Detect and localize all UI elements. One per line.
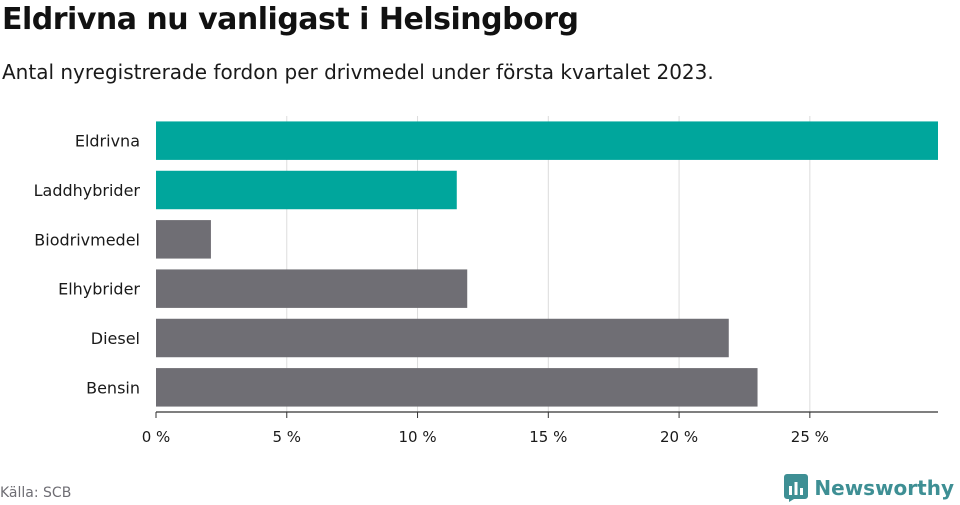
bars <box>156 121 938 407</box>
category-label: Elhybrider <box>58 280 140 299</box>
newsworthy-logo[interactable]: Newsworthy <box>784 474 954 502</box>
x-tick-label: 0 % <box>142 428 171 446</box>
category-label: Laddhybrider <box>34 181 141 200</box>
bar <box>156 368 758 407</box>
bar-chart: Eldrivna Laddhybrider Biodrivmedel Elhybrid… <box>34 116 938 446</box>
bar <box>156 170 457 210</box>
category-labels: Eldrivna Laddhybrider Biodrivmedel Elhybrid… <box>34 132 141 398</box>
category-label: Biodrivmedel <box>34 230 140 249</box>
brand-name: Newsworthy <box>814 476 954 500</box>
bar <box>156 269 468 308</box>
bar <box>156 318 729 358</box>
category-label: Bensin <box>86 378 140 397</box>
category-label: Diesel <box>91 329 140 348</box>
x-tick-label: 25 % <box>791 428 829 446</box>
bar-chart-logo-icon <box>784 474 809 502</box>
x-tick-label: 20 % <box>660 428 698 446</box>
gridlines <box>286 116 811 412</box>
bar <box>156 121 938 160</box>
x-tick-label: 15 % <box>529 428 567 446</box>
chart-title: Eldrivna nu vanligast i Helsingborg <box>2 2 579 37</box>
x-tick-label: 5 % <box>272 428 301 446</box>
chart-subtitle: Antal nyregistrerade fordon per drivmede… <box>2 60 714 84</box>
x-axis: 0 % 5 % 10 % 15 % 20 % 25 % <box>142 411 938 446</box>
category-label: Eldrivna <box>75 132 140 151</box>
x-tick-label: 10 % <box>398 428 436 446</box>
source-note: Källa: SCB <box>0 485 72 501</box>
bar <box>156 220 211 259</box>
